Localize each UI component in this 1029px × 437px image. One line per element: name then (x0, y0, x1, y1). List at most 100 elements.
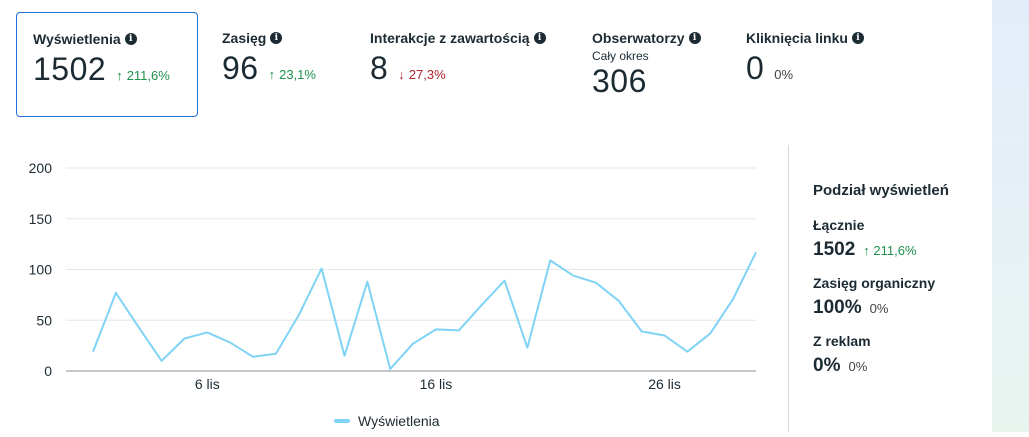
y-tick-label: 100 (29, 262, 53, 278)
breakdown-label-ads: Z reklam (813, 333, 871, 349)
data-point[interactable] (318, 264, 326, 272)
arrow-up-icon: ↑ (863, 243, 870, 258)
views-breakdown-panel: Podział wyświetleń Łącznie 1502 ↑ 211,6%… (813, 182, 949, 391)
info-icon[interactable]: i (270, 32, 283, 44)
views-line-chart: 0 50 100 150 200 6 lis 16 lis 26 lis (0, 140, 780, 432)
vertical-divider (788, 145, 789, 432)
breakdown-value: 1502 (813, 239, 856, 260)
arrow-up-icon: ↑ (116, 68, 123, 83)
metric-value-row: 96 ↑ 23,1% (222, 50, 340, 87)
metric-delta: ↑ 23,1% (269, 67, 316, 82)
breakdown-row-organic: 100% 0% (813, 297, 949, 319)
metric-card-views[interactable]: Wyświetlenia i 1502 ↑ 211,6% (16, 12, 198, 117)
data-point[interactable] (615, 297, 623, 305)
metric-value: 306 (592, 63, 647, 99)
data-point[interactable] (455, 326, 463, 334)
metric-value: 1502 (33, 51, 107, 87)
breakdown-delta-value: 0% (848, 359, 868, 374)
metric-delta: ↑ 211,6% (116, 68, 170, 83)
breakdown-value: 0% (813, 355, 841, 376)
metric-label: Obserwatorzy (592, 30, 685, 46)
metric-label: Interakcje z zawartością (370, 30, 530, 46)
metric-delta-value: 211,6% (126, 68, 170, 83)
metric-label-row: Zasięg i (222, 30, 340, 46)
y-tick-label: 50 (36, 312, 52, 328)
data-point[interactable] (295, 311, 303, 319)
metric-delta-value: 23,1% (279, 67, 316, 82)
data-point[interactable] (249, 353, 257, 361)
data-point[interactable] (569, 272, 577, 280)
metric-label: Wyświetlenia (33, 31, 121, 47)
breakdown-delta-value: 211,6% (873, 243, 917, 258)
metric-card-interactions[interactable]: Interakcje z zawartością i 8 ↓ 27,3% (354, 12, 574, 117)
data-point[interactable] (363, 278, 371, 286)
data-point[interactable] (112, 289, 120, 297)
data-point[interactable] (546, 256, 554, 264)
metric-delta: 0% (774, 67, 793, 82)
data-point[interactable] (683, 348, 691, 356)
info-icon[interactable]: i (688, 32, 701, 44)
data-point[interactable] (432, 325, 440, 333)
breakdown-value: 100% (813, 297, 862, 318)
data-point[interactable] (706, 329, 714, 337)
metric-sub-label: Cały okres (592, 49, 649, 63)
arrow-down-icon: ↓ (398, 67, 405, 82)
data-point[interactable] (729, 295, 737, 303)
y-tick-label: 0 (44, 363, 52, 379)
data-point[interactable] (638, 327, 646, 335)
x-tick-label: 16 lis (420, 376, 453, 392)
info-icon[interactable]: i (851, 32, 864, 44)
breakdown-label-total: Łącznie (813, 217, 865, 233)
metric-card-link-clicks[interactable]: Kliknięcia linku i 0 0% (730, 12, 890, 117)
metric-value: 96 (222, 50, 259, 86)
data-point[interactable] (752, 248, 760, 256)
metric-label: Zasięg (222, 30, 267, 46)
data-point[interactable] (158, 357, 166, 365)
data-point[interactable] (272, 350, 280, 358)
breakdown-row-ads: 0% 0% (813, 355, 949, 377)
legend-swatch (334, 419, 350, 423)
metric-value: 8 (370, 50, 389, 86)
y-tick-label: 150 (29, 211, 53, 227)
data-point[interactable] (592, 279, 600, 287)
metric-value-row: 0 0% (746, 50, 874, 87)
right-background-strip (992, 0, 1029, 432)
metric-value-row: 8 ↓ 27,3% (370, 50, 558, 87)
x-tick-label: 6 lis (195, 376, 220, 392)
metric-delta-value: 0% (774, 67, 794, 82)
data-point[interactable] (180, 335, 188, 343)
y-tick-label: 200 (29, 160, 53, 176)
metric-delta-value: 27,3% (408, 67, 446, 82)
breakdown-title: Podział wyświetleń (813, 182, 949, 199)
chart-legend[interactable]: Wyświetlenia (334, 413, 440, 429)
data-point[interactable] (501, 277, 509, 285)
data-point[interactable] (203, 328, 211, 336)
metric-card-followers[interactable]: Obserwatorzy i Cały okres 306 (576, 12, 736, 117)
data-point[interactable] (478, 301, 486, 309)
breakdown-delta-value: 0% (869, 301, 889, 316)
data-point[interactable] (386, 365, 394, 373)
info-icon[interactable]: i (124, 33, 137, 45)
data-point[interactable] (523, 344, 531, 352)
data-point[interactable] (135, 323, 143, 331)
data-point[interactable] (661, 331, 669, 339)
arrow-up-icon: ↑ (268, 67, 276, 82)
metric-card-reach[interactable]: Zasięg i 96 ↑ 23,1% (206, 12, 356, 117)
metric-value-row: 306 (592, 63, 720, 100)
metric-label: Kliknięcia linku (746, 30, 848, 46)
metric-label-row: Kliknięcia linku i (746, 30, 874, 46)
breakdown-row-total: 1502 ↑ 211,6% (813, 239, 949, 261)
data-point[interactable] (226, 339, 234, 347)
info-icon[interactable]: i (533, 32, 546, 44)
data-point[interactable] (89, 348, 97, 356)
x-tick-label: 26 lis (648, 376, 681, 392)
series-line-views[interactable] (92, 251, 757, 370)
metric-label-row: Wyświetlenia i (33, 31, 181, 47)
legend-label: Wyświetlenia (358, 413, 440, 429)
breakdown-label-organic: Zasięg organiczny (813, 275, 936, 291)
data-point[interactable] (409, 340, 417, 348)
metric-delta: ↓ 27,3% (398, 67, 445, 82)
data-point[interactable] (340, 352, 348, 360)
chart-svg: 0 50 100 150 200 6 lis 16 lis 26 lis (29, 160, 760, 392)
metric-value-row: 1502 ↑ 211,6% (33, 51, 181, 88)
